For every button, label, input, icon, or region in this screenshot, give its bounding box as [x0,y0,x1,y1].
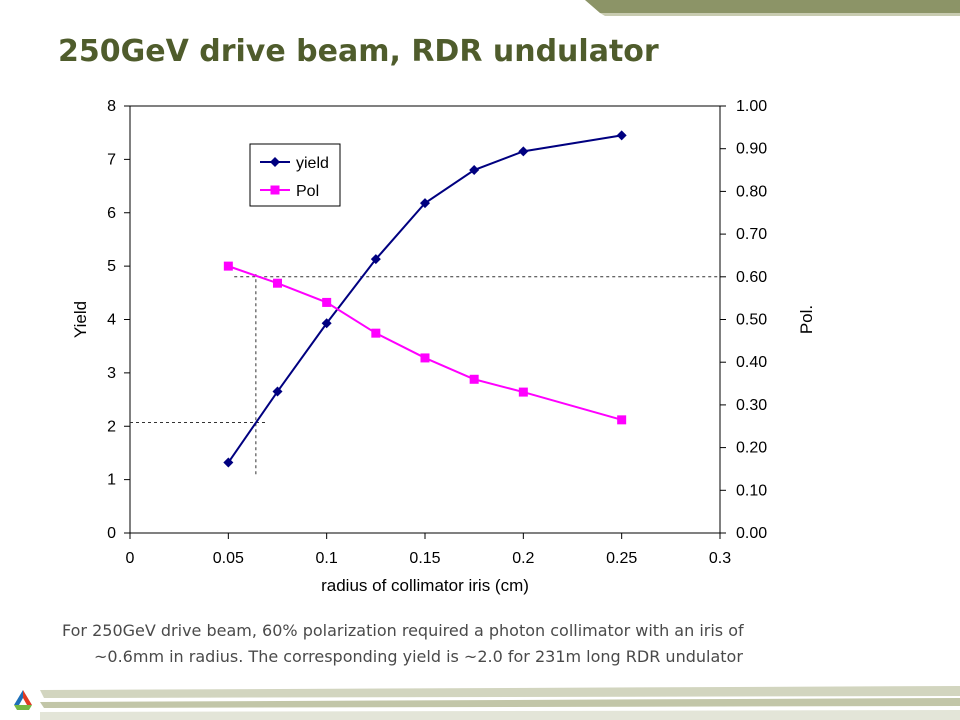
data-point-yield [223,457,234,468]
argonne-logo [14,690,32,710]
x-axis-title: radius of collimator iris (cm) [321,576,529,595]
data-point-pol [223,261,233,271]
y-tick-label: 4 [107,312,116,329]
data-point-pol [420,353,430,363]
y2-tick-label: 0.00 [736,525,767,542]
data-point-pol [273,278,282,288]
legend-label-pol: Pol [296,183,319,200]
y2-tick-label: 1.00 [736,98,767,115]
y2-axis-title: Pol. [797,305,816,334]
series-line-pol [228,265,622,421]
y2-tick-label: 0.50 [736,312,767,329]
legend-marker-yield [270,157,280,167]
x-tick-label: 0.05 [213,550,244,567]
series-line-yield [227,134,622,464]
y2-tick-label: 0.60 [736,269,767,286]
data-point-yield [420,198,430,209]
x-tick-label: 0.3 [709,550,731,567]
y2-tick-label: 0.90 [736,141,767,158]
plot-area [129,105,721,534]
data-point-pol [518,387,528,397]
bottom-decorative-band [40,686,960,720]
caption: For 250GeV drive beam, 60% polarization … [62,618,922,670]
data-point-yield [370,254,381,265]
data-point-yield [518,146,529,157]
data-point-yield [616,130,627,141]
y2-tick-label: 0.20 [736,440,767,457]
y-tick-label: 2 [107,418,116,435]
y2-tick-label: 0.40 [736,354,767,371]
x-tick-label: 0 [126,550,135,567]
data-point-yield [469,165,480,176]
data-point-pol [617,415,627,425]
y-tick-label: 1 [107,472,116,489]
y2-tick-label: 0.70 [736,226,767,243]
y-tick-label: 0 [107,525,116,542]
x-tick-label: 0.25 [606,550,637,567]
y-tick-label: 8 [107,98,116,115]
caption-line-2: ~0.6mm in radius. The corresponding yiel… [94,647,743,666]
data-point-pol [322,297,332,307]
data-point-pol [469,374,479,384]
y2-tick-label: 0.30 [736,397,767,414]
y2-tick-label: 0.80 [736,183,767,200]
caption-line-1: For 250GeV drive beam, 60% polarization … [62,621,744,640]
top-decorative-band [585,0,960,16]
y-tick-label: 6 [107,205,116,222]
legend-label-yield: yield [296,155,329,172]
y2-tick-label: 0.10 [736,482,767,499]
data-point-pol [371,328,381,338]
y-axis-title: Yield [71,301,90,338]
chart: 0123456780.000.100.200.300.400.500.600.7… [71,98,816,595]
data-point-yield [272,386,283,397]
x-tick-label: 0.1 [316,550,338,567]
x-tick-label: 0.15 [409,550,440,567]
y-tick-label: 7 [107,151,116,168]
slide-title: 250GeV drive beam, RDR undulator [58,34,659,69]
legend-marker-pol [270,185,280,195]
legend-box [249,143,341,207]
y-tick-label: 3 [107,365,116,382]
x-tick-label: 0.2 [512,550,534,567]
data-point-yield [321,318,332,329]
y-tick-label: 5 [107,258,116,275]
